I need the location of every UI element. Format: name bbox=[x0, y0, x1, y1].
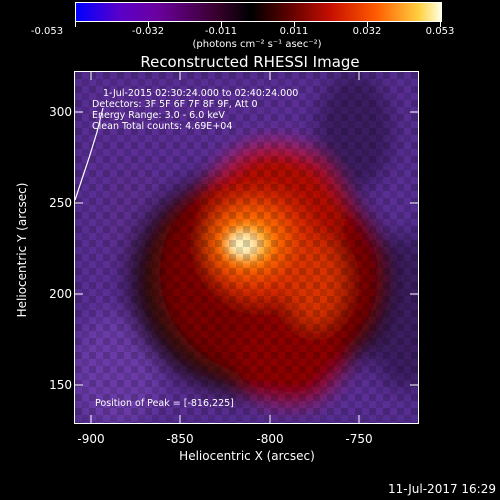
info-energy-range: Energy Range: 3.0 - 6.0 keV bbox=[92, 110, 225, 121]
x-tick-label: -900 bbox=[77, 432, 105, 446]
colorbar-tick-label: -0.053 bbox=[30, 26, 64, 37]
y-tick-label: 200 bbox=[49, 287, 72, 301]
image-canvas bbox=[75, 72, 418, 423]
plot-title: Reconstructed RHESSI Image bbox=[140, 53, 360, 71]
info-detectors: Detectors: 3F 5F 6F 7F 8F 9F, Att 0 bbox=[92, 99, 258, 110]
colorbar-units: (photons cm⁻² s⁻¹ asec⁻²) bbox=[192, 39, 322, 50]
colorbar-tick bbox=[221, 22, 222, 27]
x-tick-label: -750 bbox=[345, 432, 373, 446]
colorbar-tick bbox=[440, 22, 441, 27]
colorbar-tick bbox=[75, 22, 76, 27]
info-time-range: 1-Jul-2015 02:30:24.000 to 02:40:24.000 bbox=[103, 88, 299, 99]
info-peak-position: Position of Peak = [-816,225] bbox=[95, 398, 234, 409]
info-clean-counts: Clean Total counts: 4.69E+04 bbox=[92, 121, 233, 132]
pixel-texture bbox=[75, 72, 418, 423]
colorbar-tick-label: 0.032 bbox=[352, 26, 382, 37]
x-axis-label: Heliocentric X (arcsec) bbox=[179, 449, 315, 463]
y-tick-label: 250 bbox=[49, 196, 72, 210]
x-tick-label: -850 bbox=[166, 432, 194, 446]
colorbar-tick-label: -0.032 bbox=[131, 26, 165, 37]
limb-contour bbox=[75, 107, 104, 201]
colorbar-tick-label: 0.011 bbox=[279, 26, 309, 37]
y-tick-label: 150 bbox=[49, 378, 72, 392]
y-axis-label: Heliocentric Y (arcsec) bbox=[15, 182, 29, 318]
colorbar-tick-label: 0.053 bbox=[425, 26, 455, 37]
y-tick-label: 300 bbox=[49, 105, 72, 119]
x-tick-label: -800 bbox=[256, 432, 284, 446]
colorbar-tick bbox=[294, 22, 295, 27]
colorbar-tick-label: -0.011 bbox=[204, 26, 238, 37]
rhessi-image: 1-Jul-2015 02:30:24.000 to 02:40:24.000 … bbox=[74, 71, 419, 424]
colorbar-tick bbox=[148, 22, 149, 27]
colorbar-tick bbox=[367, 22, 368, 27]
colorbar bbox=[75, 2, 442, 22]
timestamp-footer: 11-Jul-2017 16:29 bbox=[387, 482, 496, 496]
